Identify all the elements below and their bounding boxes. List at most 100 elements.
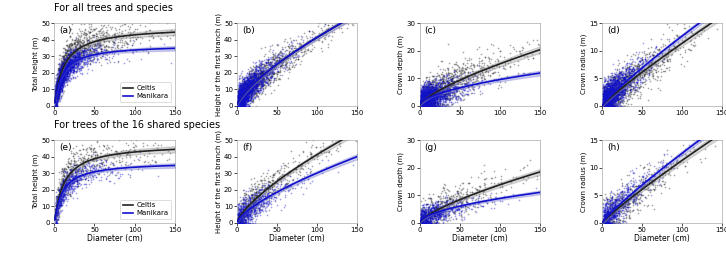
- Point: [64, 68, 76, 72]
- Point: [460, 76, 471, 80]
- Point: [50, 200, 62, 204]
- Point: [72, 52, 83, 56]
- Point: [604, 103, 616, 108]
- Point: [628, 74, 640, 78]
- Point: [233, 103, 245, 108]
- Point: [601, 95, 613, 99]
- Point: [419, 103, 431, 108]
- Point: [245, 96, 257, 100]
- Point: [54, 197, 66, 201]
- Point: [619, 206, 630, 210]
- Point: [601, 92, 613, 96]
- Point: [441, 83, 452, 87]
- Point: [608, 221, 619, 225]
- Point: [62, 189, 74, 193]
- Point: [252, 89, 264, 93]
- Point: [607, 99, 619, 103]
- Point: [256, 69, 268, 73]
- Point: [267, 63, 279, 67]
- Point: [433, 81, 444, 85]
- Point: [603, 88, 615, 92]
- Point: [250, 86, 262, 90]
- Point: [250, 69, 262, 73]
- Point: [605, 93, 617, 97]
- Point: [69, 66, 81, 70]
- Point: [417, 218, 429, 222]
- Point: [241, 91, 253, 95]
- Point: [600, 101, 611, 105]
- Point: [604, 221, 616, 225]
- Point: [436, 79, 448, 83]
- Point: [415, 103, 426, 108]
- Point: [603, 89, 615, 93]
- Point: [419, 208, 431, 212]
- Point: [433, 206, 444, 210]
- Point: [246, 195, 258, 199]
- Point: [602, 221, 613, 225]
- Point: [597, 103, 609, 107]
- Point: [71, 54, 83, 58]
- Point: [417, 103, 428, 108]
- Point: [239, 205, 250, 209]
- Point: [300, 34, 311, 38]
- Point: [632, 52, 644, 56]
- Point: [240, 98, 251, 102]
- Point: [489, 69, 501, 73]
- Point: [427, 95, 439, 100]
- Point: [66, 55, 78, 59]
- Point: [75, 156, 86, 160]
- Point: [603, 88, 615, 92]
- Point: [66, 66, 78, 70]
- Point: [664, 48, 676, 52]
- Point: [649, 177, 661, 181]
- Point: [290, 52, 301, 56]
- Point: [54, 198, 65, 202]
- Point: [448, 204, 460, 208]
- Point: [257, 69, 269, 73]
- Point: [597, 103, 609, 108]
- Point: [430, 83, 441, 87]
- Point: [602, 94, 613, 98]
- Point: [234, 98, 246, 102]
- Point: [423, 97, 434, 101]
- Point: [237, 87, 248, 91]
- Point: [432, 208, 444, 212]
- Point: [259, 69, 271, 73]
- Point: [67, 180, 78, 184]
- Point: [50, 91, 62, 95]
- Point: [266, 67, 278, 71]
- Point: [487, 185, 499, 189]
- Point: [52, 87, 63, 91]
- Point: [50, 103, 62, 108]
- Point: [92, 50, 104, 54]
- Point: [435, 93, 446, 97]
- Point: [55, 77, 67, 81]
- Point: [424, 103, 436, 108]
- Point: [261, 186, 272, 190]
- Point: [419, 101, 431, 105]
- Point: [51, 204, 62, 208]
- Point: [615, 194, 627, 198]
- Point: [620, 74, 632, 78]
- Point: [262, 76, 274, 80]
- Point: [468, 73, 480, 77]
- Point: [94, 178, 106, 182]
- Point: [51, 94, 62, 98]
- Point: [64, 56, 76, 60]
- Point: [419, 93, 431, 97]
- Point: [601, 103, 613, 108]
- Point: [600, 221, 612, 225]
- Point: [597, 197, 609, 201]
- Point: [426, 212, 438, 216]
- Point: [420, 99, 431, 103]
- Point: [615, 80, 627, 84]
- Point: [671, 33, 682, 37]
- Point: [473, 189, 484, 193]
- Point: [60, 179, 71, 183]
- Point: [60, 183, 71, 187]
- Point: [54, 206, 65, 210]
- Point: [61, 58, 73, 62]
- Point: [65, 165, 76, 169]
- Point: [54, 188, 65, 192]
- Point: [607, 103, 619, 108]
